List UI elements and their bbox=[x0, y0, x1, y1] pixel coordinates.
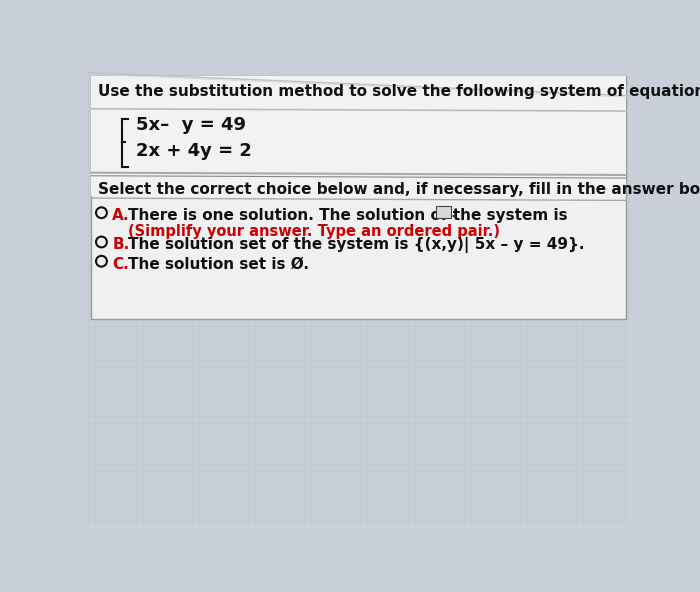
FancyBboxPatch shape bbox=[436, 206, 451, 218]
Text: B.: B. bbox=[112, 237, 130, 252]
FancyBboxPatch shape bbox=[92, 76, 626, 319]
Text: 2x + 4y = 2: 2x + 4y = 2 bbox=[136, 142, 251, 160]
FancyBboxPatch shape bbox=[92, 76, 626, 196]
Text: (Simplify your answer. Type an ordered pair.): (Simplify your answer. Type an ordered p… bbox=[128, 224, 500, 239]
Text: There is one solution. The solution of the system is: There is one solution. The solution of t… bbox=[128, 208, 568, 223]
Text: 5x–  y = 49: 5x– y = 49 bbox=[136, 117, 246, 134]
Text: The solution set is Ø.: The solution set is Ø. bbox=[128, 256, 309, 272]
Text: The solution set of the system is {(x,y)| 5x – y = 49}.: The solution set of the system is {(x,y)… bbox=[128, 237, 584, 253]
Text: Use the substitution method to solve the following system of equations.: Use the substitution method to solve the… bbox=[98, 84, 700, 99]
Text: .: . bbox=[450, 205, 455, 220]
Text: C.: C. bbox=[112, 256, 129, 272]
Text: A.: A. bbox=[112, 208, 130, 223]
Text: Select the correct choice below and, if necessary, fill in the answer box to com: Select the correct choice below and, if … bbox=[98, 182, 700, 197]
